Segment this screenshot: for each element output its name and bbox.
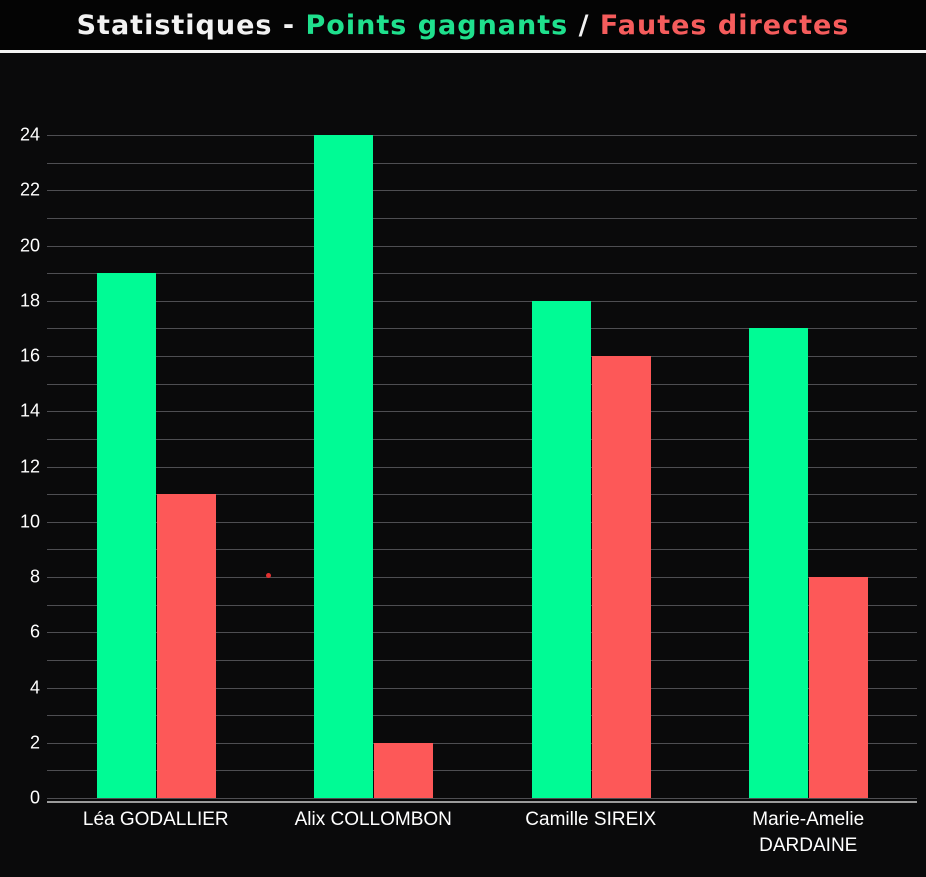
y-axis-label: 22	[19, 179, 40, 200]
gridline	[47, 245, 917, 247]
x-axis-label: Marie-Amelie DARDAINE	[752, 809, 865, 856]
y-axis-label: 20	[19, 235, 40, 255]
gridline	[47, 659, 917, 661]
y-axis-label: 12	[19, 456, 40, 476]
y-axis-label: 8	[29, 566, 40, 587]
x-axis-label: Léa GODALLIER	[82, 809, 229, 830]
x-axis-line	[47, 801, 917, 803]
y-axis-label: 18	[19, 290, 40, 311]
bar-fautes-directes	[156, 494, 216, 798]
gridline	[47, 383, 917, 385]
gridline	[47, 411, 917, 413]
bar-points-gagnants	[531, 300, 591, 798]
gridline	[47, 715, 917, 717]
chart-title: Statistiques - Points gagnants / Fautes …	[77, 10, 850, 41]
bar-fautes-directes	[809, 577, 869, 798]
y-axis-label: 2	[29, 732, 40, 753]
y-axis-label: 24	[19, 124, 40, 145]
gridline	[47, 466, 917, 468]
gridline	[47, 494, 917, 496]
y-axis-label: 14	[19, 400, 40, 421]
title-part-fautes-directes: Fautes directes	[599, 9, 850, 41]
bar-fautes-directes	[374, 742, 434, 798]
gridline	[47, 273, 917, 275]
x-axis-label: Alix COLLOMBON	[294, 809, 452, 830]
y-axis-label: 10	[19, 511, 40, 532]
gridline	[47, 356, 917, 357]
gridline	[47, 549, 917, 551]
gridline	[47, 742, 917, 744]
gridline	[47, 798, 917, 799]
title-part-points-gagnants: Points gagnants	[305, 9, 569, 41]
bar-points-gagnants	[749, 328, 809, 798]
bar-points-gagnants	[314, 135, 374, 798]
y-axis-label: 0	[29, 787, 40, 808]
chart-header: Statistiques - Points gagnants / Fautes …	[0, 0, 926, 50]
gridline	[47, 687, 917, 689]
gridline	[47, 328, 917, 330]
bar-points-gagnants	[96, 273, 156, 798]
title-divider	[0, 50, 926, 53]
gridline	[47, 135, 917, 136]
gridline	[47, 190, 917, 192]
gridline	[47, 217, 917, 219]
title-part-slash: /	[568, 9, 600, 41]
gridline	[47, 577, 917, 578]
x-axis-label: Camille SIREIX	[525, 809, 657, 830]
title-part-main: Statistiques -	[76, 9, 306, 41]
stray-red-dot	[266, 573, 271, 579]
gridline	[47, 438, 917, 440]
bar-fautes-directes	[591, 356, 651, 798]
gridline	[47, 300, 917, 302]
y-axis-label: 6	[29, 621, 40, 642]
gridline	[47, 162, 917, 164]
y-axis-label: 4	[29, 677, 40, 697]
gridline	[47, 632, 917, 634]
y-axis-label: 16	[19, 345, 40, 366]
gridline	[47, 604, 917, 606]
gridline	[47, 521, 917, 523]
gridline	[47, 770, 917, 772]
